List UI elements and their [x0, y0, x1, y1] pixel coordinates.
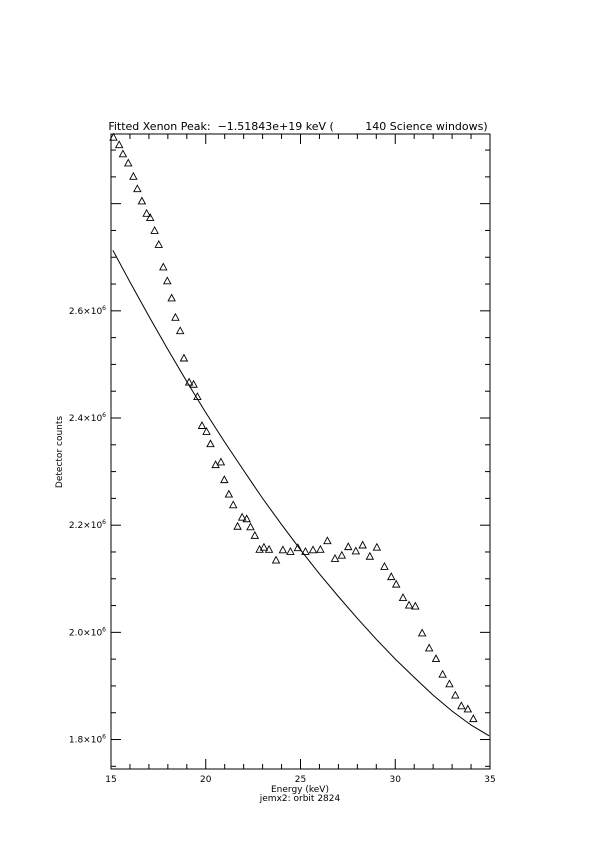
y-tick-exponent: 6 — [102, 519, 106, 526]
data-point — [372, 542, 382, 551]
data-point — [387, 572, 396, 581]
data-point — [150, 226, 159, 234]
data-point — [237, 512, 247, 521]
data-point — [391, 579, 401, 588]
y-tick-label: 2.4×106 — [69, 412, 106, 424]
data-point — [351, 546, 361, 555]
data-point — [286, 546, 295, 555]
data-point — [189, 379, 198, 388]
y-axis-label: Detector counts — [55, 416, 65, 488]
data-point — [228, 500, 238, 509]
data-point — [163, 276, 172, 285]
data-point — [344, 542, 353, 551]
data-point — [417, 628, 427, 637]
data-point — [323, 536, 332, 545]
data-point — [114, 140, 124, 149]
data-point — [142, 208, 151, 217]
data-point — [411, 601, 420, 610]
data-point — [445, 679, 454, 688]
y-tick-label: 2.2×106 — [69, 519, 106, 531]
data-point — [330, 553, 340, 562]
x-tick-label: 20 — [200, 775, 212, 785]
y-tick-exponent: 6 — [102, 734, 106, 741]
data-point — [463, 704, 473, 713]
y-tick-exponent: 6 — [102, 305, 106, 312]
y-tick-mantissa: 2.0×10 — [69, 628, 103, 638]
data-point — [271, 555, 281, 564]
data-point — [171, 312, 180, 321]
data-point — [358, 540, 367, 549]
data-point — [278, 545, 288, 554]
data-point — [175, 326, 185, 335]
x-tick-label: 25 — [295, 775, 306, 785]
x-axis-sublabel: jemx2: orbit 2824 — [259, 794, 341, 804]
x-tick-labels: 15 20 25 30 35 — [105, 775, 495, 785]
data-point — [259, 542, 269, 551]
data-point — [365, 551, 375, 560]
data-point — [308, 545, 318, 554]
data-point — [404, 600, 414, 609]
data-point — [250, 530, 260, 539]
x-axis-label: Energy (keV) — [271, 785, 329, 795]
data-point — [469, 714, 478, 723]
data-point — [159, 262, 168, 271]
data-point — [202, 426, 211, 435]
data-point — [398, 593, 408, 601]
data-point — [233, 521, 242, 530]
data-point — [337, 550, 347, 559]
data-point — [137, 196, 147, 205]
data-point — [118, 149, 128, 158]
data-point — [424, 643, 434, 652]
y-tick-label: 1.8×106 — [69, 734, 106, 746]
data-point — [133, 184, 142, 193]
fit-curve — [112, 250, 490, 737]
data-point — [206, 439, 215, 448]
data-point — [316, 544, 325, 553]
data-point — [438, 669, 447, 678]
chart-title: Fitted Xenon Peak: −1.51843e+19 keV ( 14… — [108, 120, 487, 133]
data-point — [179, 353, 189, 362]
y-tick-mantissa: 2.6×10 — [69, 307, 103, 317]
x-tick-label: 35 — [484, 775, 495, 785]
data-point — [123, 158, 133, 167]
x-tick-label: 15 — [105, 775, 116, 785]
data-point — [193, 392, 202, 401]
data-points — [109, 132, 478, 723]
y-tick-exponent: 6 — [102, 626, 106, 633]
data-point — [167, 293, 176, 302]
data-point — [431, 654, 441, 663]
data-point — [380, 561, 389, 570]
y-tick-mantissa: 2.4×10 — [69, 414, 103, 424]
y-tick-mantissa: 2.2×10 — [69, 521, 103, 531]
data-point — [246, 522, 255, 531]
data-point — [293, 543, 303, 552]
y-tick-exponent: 6 — [102, 412, 106, 419]
data-point — [451, 690, 460, 699]
y-tick-mantissa: 1.8×10 — [69, 736, 103, 746]
data-point — [301, 546, 310, 555]
data-point — [242, 514, 251, 523]
y-tick-label: 2.6×106 — [69, 305, 106, 317]
data-point — [184, 377, 194, 386]
data-point — [457, 701, 466, 710]
x-tick-label: 30 — [390, 775, 402, 785]
data-point — [197, 421, 207, 429]
data-point — [145, 213, 155, 222]
data-point — [224, 489, 234, 498]
data-point — [109, 132, 118, 141]
data-point — [220, 475, 229, 484]
axis-ticks — [110, 134, 491, 769]
data-point — [129, 171, 138, 180]
plot-frame — [110, 133, 491, 770]
data-point — [264, 544, 274, 553]
y-tick-label: 2.0×106 — [69, 626, 106, 638]
data-point — [154, 239, 164, 248]
data-point — [216, 457, 226, 466]
